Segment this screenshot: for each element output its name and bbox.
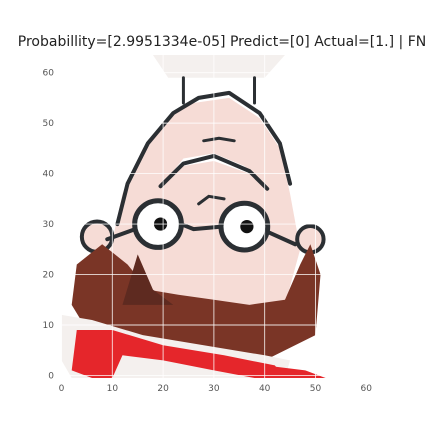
y-tick-label: 30	[43, 220, 55, 230]
glasses-bridge	[178, 222, 224, 232]
y-tick-label: 0	[48, 371, 54, 381]
shirt	[152, 55, 285, 78]
plot-area: 00 10 10 20 20 30 30 40 40 50 50 60 60	[43, 55, 384, 394]
y-tick-label: 60	[43, 69, 55, 79]
right-pupil	[240, 219, 254, 234]
y-tick-label: 40	[43, 170, 55, 180]
left-ear	[79, 219, 115, 254]
x-tick-label: 0	[59, 384, 65, 394]
image-content	[61, 55, 326, 378]
y-tick-label: 50	[43, 119, 55, 129]
grid	[59, 55, 384, 378]
y-tick-label: 10	[43, 321, 55, 331]
chart-title: Probabillity=[2.9951334e-05] Predict=[0]…	[18, 34, 426, 50]
nose	[197, 194, 226, 206]
axis-ticks: 00 10 10 20 20 30 30 40 40 50 50 60 60	[43, 69, 373, 394]
x-tick-label: 30	[208, 384, 220, 394]
x-tick-label: 20	[157, 384, 169, 394]
hat-top-red	[254, 365, 326, 378]
x-tick-label: 60	[361, 384, 373, 394]
y-tick-label: 20	[43, 271, 55, 281]
x-tick-label: 10	[107, 384, 119, 394]
hair-shadow	[122, 254, 174, 305]
face	[107, 97, 301, 315]
hat-white-stripe	[112, 355, 255, 378]
x-tick-label: 50	[310, 384, 322, 394]
glasses-arm-right	[265, 229, 298, 247]
chin	[202, 136, 236, 143]
face-outline	[115, 90, 293, 227]
x-tick-label: 40	[259, 384, 271, 394]
